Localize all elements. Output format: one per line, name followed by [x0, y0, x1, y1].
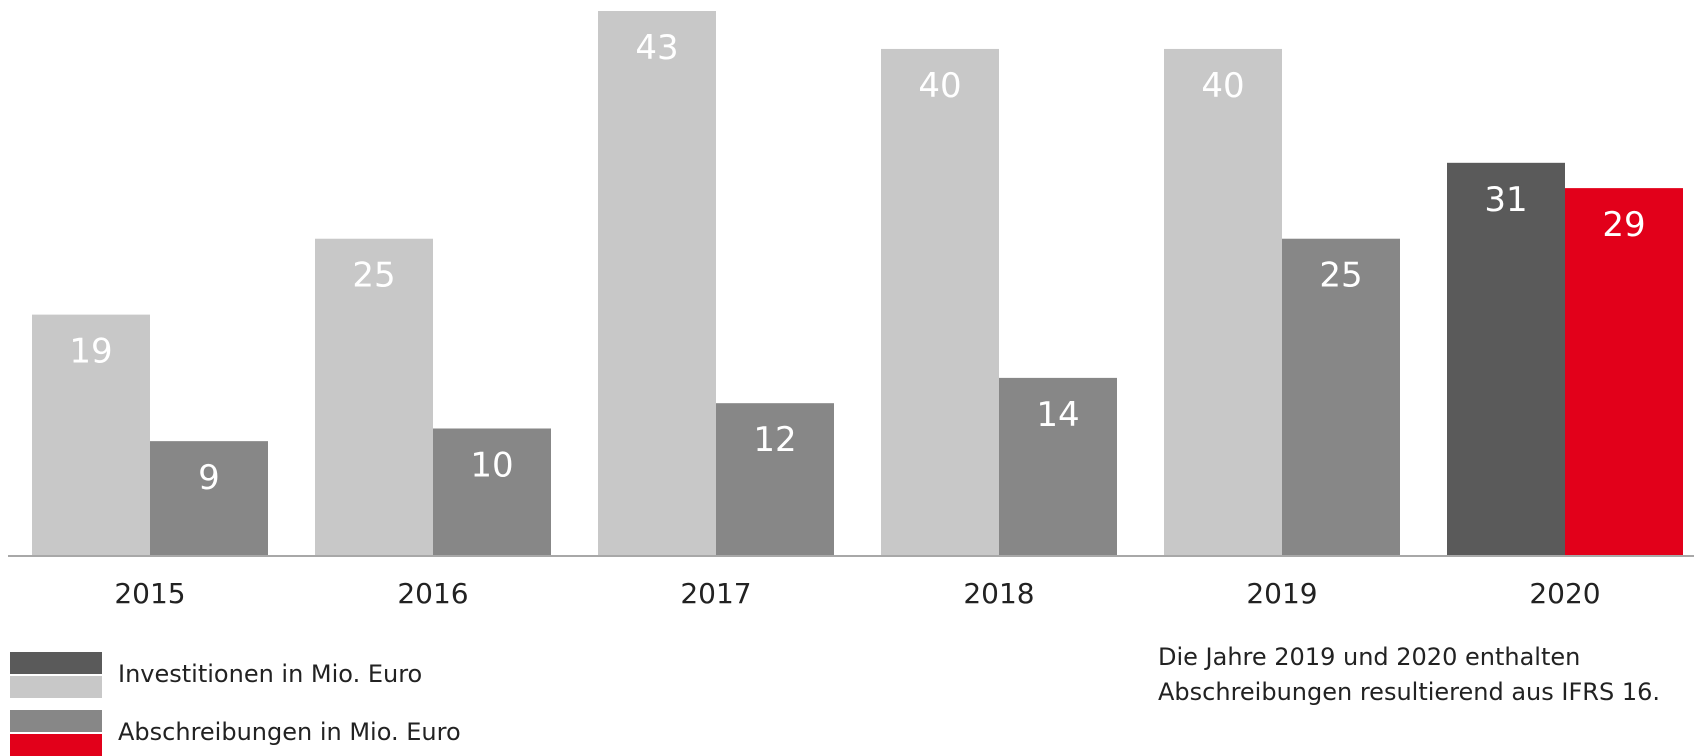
bar-investitionen-2015 [32, 314, 150, 555]
legend-label-abschreibungen: Abschreibungen in Mio. Euro [118, 718, 461, 746]
data-label-abschreibungen-2015: 9 [198, 458, 220, 498]
data-label-investitionen-2020: 31 [1484, 180, 1527, 220]
footnote: Die Jahre 2019 und 2020 enthalten Abschr… [1158, 640, 1688, 710]
data-label-abschreibungen-2018: 14 [1036, 395, 1079, 435]
data-label-investitionen-2019: 40 [1201, 66, 1244, 106]
data-label-abschreibungen-2017: 12 [753, 420, 796, 460]
bar-investitionen-2017 [598, 11, 716, 555]
bar-abschreibungen-2020 [1565, 188, 1683, 555]
data-label-investitionen-2016: 25 [352, 256, 395, 296]
bar-abschreibungen-2016 [433, 428, 551, 555]
data-label-investitionen-2015: 19 [69, 332, 112, 372]
bar-abschreibungen-2015 [150, 441, 268, 555]
bar-abschreibungen-2019 [1282, 238, 1400, 555]
bar-abschreibungen-2018 [999, 377, 1117, 555]
legend-swatch-abschreibungen [10, 710, 102, 756]
x-tick-label-2015: 2015 [114, 577, 185, 610]
legend-swatch-abschreibungen-2020 [10, 734, 102, 756]
footnote-line-2: Abschreibungen resultierend aus IFRS 16. [1158, 678, 1660, 706]
bar-investitionen-2018 [881, 48, 999, 555]
bar-investitionen-2019 [1164, 48, 1282, 555]
x-tick-label-2016: 2016 [397, 577, 468, 610]
x-tick-label-2017: 2017 [680, 577, 751, 610]
footnote-line-1: Die Jahre 2019 und 2020 enthalten [1158, 643, 1581, 671]
bar-chart: 19 9 2015 25 10 2016 43 12 2017 40 14 2018 40 25 2019 3… [8, 11, 1694, 610]
legend-swatch-investitionen-2020 [10, 652, 102, 674]
x-tick-label-2018: 2018 [963, 577, 1034, 610]
data-label-abschreibungen-2020: 29 [1602, 205, 1645, 245]
bar-abschreibungen-2017 [716, 403, 834, 555]
data-label-abschreibungen-2016: 10 [470, 445, 513, 485]
x-tick-label-2019: 2019 [1246, 577, 1317, 610]
data-label-abschreibungen-2019: 25 [1319, 256, 1362, 296]
bar-investitionen-2016 [315, 238, 433, 555]
x-tick-label-2020: 2020 [1529, 577, 1600, 610]
data-label-investitionen-2018: 40 [918, 66, 961, 106]
legend-swatch-investitionen-2015-2019 [10, 676, 102, 698]
data-label-investitionen-2017: 43 [635, 28, 678, 68]
bar-investitionen-2020 [1447, 162, 1565, 555]
legend-swatch-abschreibungen-2015-2019 [10, 710, 102, 732]
legend-swatch-investitionen [10, 652, 102, 698]
legend-label-investitionen: Investitionen in Mio. Euro [118, 660, 423, 688]
